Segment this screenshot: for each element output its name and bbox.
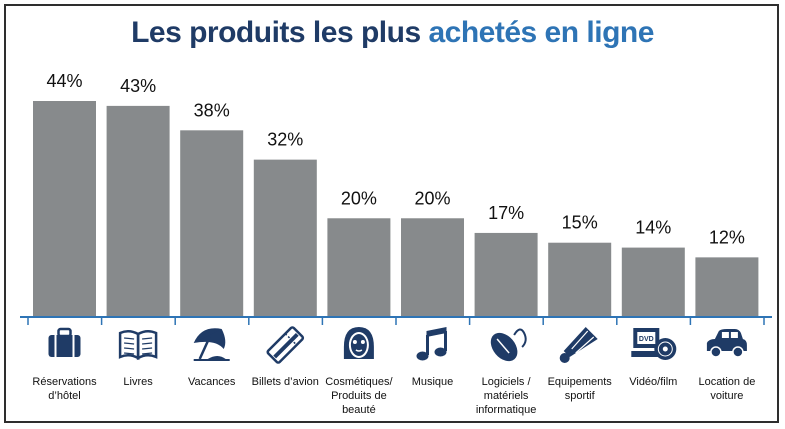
category-label-3: Vacances xyxy=(188,376,236,388)
shuttlecock-icon xyxy=(559,327,598,363)
title-part-1: Les produits les plus xyxy=(131,16,429,49)
bar-value-label-8: 15% xyxy=(562,213,598,233)
dvd-player-icon: DVD xyxy=(631,328,677,360)
music-note-icon xyxy=(416,327,447,361)
computer-mouse-icon xyxy=(490,328,527,362)
bar-3 xyxy=(180,130,244,316)
bar-6 xyxy=(401,218,464,316)
bar-7 xyxy=(474,232,538,316)
bar-1 xyxy=(33,101,96,316)
bar-8 xyxy=(548,242,612,316)
category-label-6: Musique xyxy=(412,376,454,388)
bar-value-label-2: 43% xyxy=(120,76,156,96)
car-icon xyxy=(706,329,747,358)
bar-value-label-6: 20% xyxy=(414,188,450,208)
bar-value-label-3: 38% xyxy=(194,100,230,120)
book-icon xyxy=(118,330,158,361)
bar-2 xyxy=(106,105,170,317)
face-mask-icon xyxy=(343,327,374,359)
bar-9 xyxy=(621,247,685,316)
category-label-9: Vidéo/film xyxy=(629,376,677,388)
title-part-2: achetés en ligne xyxy=(428,16,654,49)
category-label-5: Cosmétiques/Produits de beauté xyxy=(325,376,393,416)
bar-value-label-4: 32% xyxy=(267,130,303,150)
bar-value-label-1: 44% xyxy=(46,71,82,91)
category-label-7: Logiciels / matériels informatique xyxy=(476,376,537,416)
category-label-4: Billets d’avion xyxy=(252,376,319,388)
category-label-8: Equipements sportif xyxy=(548,376,613,402)
category-label-1: Réservations d’hôtel xyxy=(32,376,97,402)
bar-4 xyxy=(253,159,317,316)
chart-title: Les produits les plus achetés en ligne xyxy=(0,16,785,50)
category-label-2: Livres xyxy=(123,376,153,388)
svg-text:DVD: DVD xyxy=(639,336,654,343)
bar-5 xyxy=(327,218,391,316)
bar-value-label-10: 12% xyxy=(709,227,745,247)
bar-10 xyxy=(695,257,759,316)
bar-value-label-9: 14% xyxy=(635,218,671,238)
bar-value-label-5: 20% xyxy=(341,188,377,208)
category-label-10: Location de voiture xyxy=(698,376,755,402)
plane-ticket-icon xyxy=(266,326,305,364)
beach-umbrella-icon xyxy=(193,328,230,361)
bar-value-label-7: 17% xyxy=(488,203,524,223)
suitcase-icon xyxy=(48,327,81,357)
